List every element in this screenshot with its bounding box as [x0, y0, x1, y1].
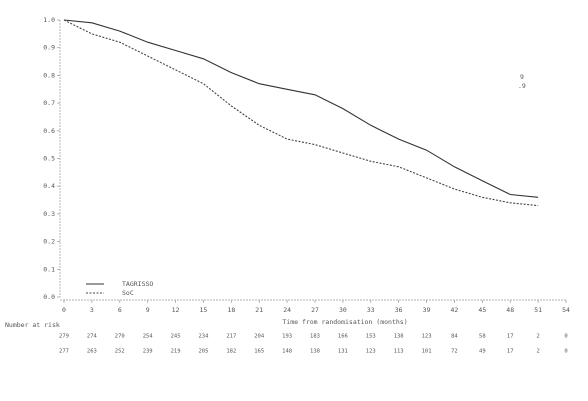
- x-tick-label: 21: [255, 306, 263, 314]
- at-risk-count: 113: [394, 349, 404, 355]
- x-tick-label: 30: [339, 306, 347, 314]
- at-risk-count: 72: [451, 349, 458, 355]
- at-risk-count: 274: [87, 334, 98, 340]
- km-curve: [63, 19, 539, 207]
- y-tick-label: 0.4: [43, 182, 55, 190]
- x-tick-label: 15: [200, 306, 208, 314]
- at-risk-count: 254: [143, 334, 154, 340]
- at-risk-count: 219: [171, 349, 181, 355]
- at-risk-count: 270: [115, 334, 125, 340]
- x-tick-label: 39: [423, 306, 431, 314]
- at-risk-count: 138: [394, 334, 404, 340]
- x-tick-label: 54: [562, 306, 570, 314]
- y-tick-label: 1.0: [43, 16, 55, 24]
- x-tick-label: 45: [478, 306, 486, 314]
- km-curve: [63, 19, 539, 198]
- x-tick-label: 3: [90, 306, 94, 314]
- at-risk-count: 205: [198, 349, 208, 355]
- y-tick-label: 0.1: [43, 265, 55, 273]
- at-risk-count: 101: [422, 349, 432, 355]
- at-risk-count: 245: [171, 334, 181, 340]
- y-tick-label: 0.5: [43, 155, 55, 163]
- at-risk-count: 2: [536, 334, 539, 340]
- y-tick-label: 0.6: [43, 127, 55, 135]
- at-risk-count: 17: [507, 334, 514, 340]
- y-tick-label: 0.7: [43, 99, 55, 107]
- at-risk-count: 131: [338, 349, 348, 355]
- y-tick-label: 0.2: [43, 238, 55, 246]
- at-risk-count: 17: [507, 349, 514, 355]
- at-risk-count: 182: [226, 349, 236, 355]
- x-tick-label: 0: [62, 306, 66, 314]
- at-risk-count: 138: [310, 349, 320, 355]
- at-risk-count: 166: [338, 334, 348, 340]
- at-risk-count: 183: [310, 334, 320, 340]
- at-risk-count: 234: [198, 334, 209, 340]
- at-risk-count: 153: [366, 334, 376, 340]
- at-risk-count: 2: [536, 349, 539, 355]
- at-risk-count: 252: [115, 349, 125, 355]
- at-risk-count: 0: [564, 334, 567, 340]
- at-risk-count: 49: [479, 349, 486, 355]
- x-tick-label: 12: [172, 306, 180, 314]
- at-risk-count: 263: [87, 349, 97, 355]
- legend-label: TAGRISSO: [122, 280, 153, 288]
- x-axis-title: Time from randomisation (months): [282, 318, 407, 326]
- at-risk-count: 277: [59, 349, 69, 355]
- at-risk-count: 123: [422, 334, 432, 340]
- x-tick-label: 48: [506, 306, 514, 314]
- annotation: .9: [518, 82, 526, 90]
- legend-label: SoC: [122, 289, 134, 297]
- annotation: 9: [520, 73, 524, 81]
- at-risk-count: 239: [143, 349, 153, 355]
- x-tick-label: 9: [146, 306, 150, 314]
- at-risk-count: 123: [366, 349, 376, 355]
- at-risk-count: 217: [226, 334, 236, 340]
- y-tick-label: 0.0: [43, 293, 55, 301]
- x-tick-label: 27: [311, 306, 319, 314]
- x-tick-label: 6: [118, 306, 122, 314]
- at-risk-count: 204: [254, 334, 265, 340]
- at-risk-count: 148: [282, 349, 292, 355]
- risk-table-label: Number at risk: [5, 321, 60, 329]
- y-tick-label: 0.3: [43, 210, 55, 218]
- x-tick-label: 33: [367, 306, 375, 314]
- at-risk-count: 165: [254, 349, 264, 355]
- y-tick-label: 0.9: [43, 44, 55, 52]
- y-tick-label: 0.8: [43, 71, 55, 79]
- at-risk-count: 0: [564, 349, 567, 355]
- x-tick-label: 24: [283, 306, 291, 314]
- x-tick-label: 42: [451, 306, 459, 314]
- at-risk-count: 193: [282, 334, 292, 340]
- at-risk-count: 279: [59, 334, 69, 340]
- x-tick-label: 36: [395, 306, 403, 314]
- x-tick-label: 51: [534, 306, 542, 314]
- x-tick-label: 18: [227, 306, 235, 314]
- at-risk-count: 84: [451, 334, 458, 340]
- at-risk-count: 58: [479, 334, 486, 340]
